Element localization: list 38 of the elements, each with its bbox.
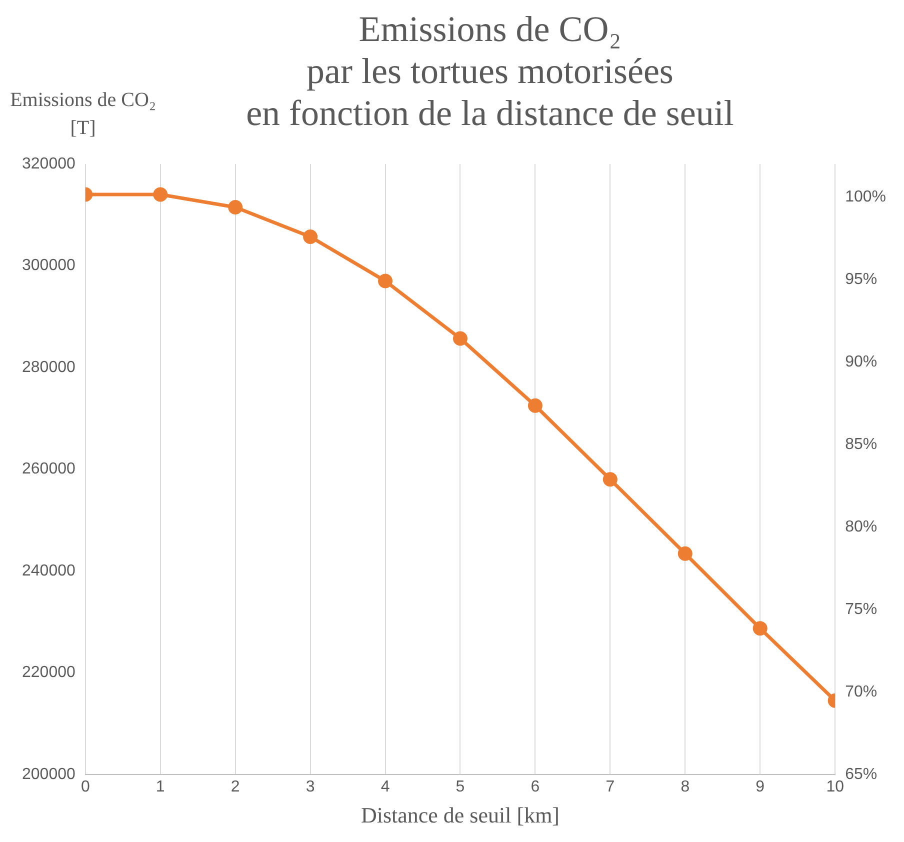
y-tick-label: 240000: [22, 562, 76, 580]
y-tick-label: 200000: [22, 766, 76, 783]
x-tick-label: 6: [530, 778, 540, 796]
x-tick-label: 1: [156, 778, 165, 796]
y2-tick-label: 65%: [845, 766, 878, 783]
point: [378, 274, 393, 288]
x-tick-label: 3: [306, 778, 315, 796]
y2-tick-label: 90%: [845, 353, 878, 370]
x-tick-label: 4: [380, 778, 390, 796]
chart-title: Emissions de CO₂ par les tortues motorisées en fonction de la distance de seuil: [246, 9, 734, 133]
point: [678, 546, 692, 561]
point: [602, 472, 618, 487]
x-tick-label: 2: [230, 778, 240, 796]
x-tick-label: 5: [456, 778, 465, 796]
y-axis-title: Emissions de CO₂ [T]: [9, 88, 157, 141]
x-tick-label: 9: [756, 778, 765, 796]
point: [153, 187, 168, 202]
y2-tick-label: 95%: [845, 270, 878, 288]
x-tick-label: 10: [826, 778, 844, 796]
point: [752, 621, 768, 636]
y-tick-label: 280000: [22, 358, 76, 376]
x-tick-label: 8: [680, 778, 690, 796]
y-tick-label: 320000: [22, 155, 76, 172]
y-tick-label: 300000: [22, 257, 76, 274]
x-tick-label: 0: [80, 778, 90, 796]
point: [303, 229, 318, 244]
x-axis-title: Distance de seuil [km]: [360, 802, 560, 828]
y-tick-label: 260000: [22, 460, 76, 478]
point: [528, 398, 542, 413]
y2-tick-label: 100%: [845, 188, 886, 206]
point: [452, 331, 468, 346]
y2-tick-label: 85%: [845, 436, 878, 453]
point: [228, 200, 243, 214]
y-tick-label: 220000: [22, 664, 76, 682]
x-tick-label: 7: [606, 778, 615, 796]
y2-tick-label: 75%: [845, 600, 878, 618]
y2-tick-label: 80%: [845, 518, 878, 536]
y2-tick-label: 70%: [845, 683, 878, 700]
